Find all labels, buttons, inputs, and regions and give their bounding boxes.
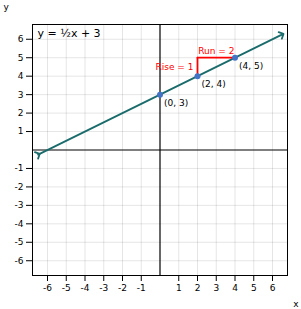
svg-text:3: 3: [213, 283, 219, 293]
svg-text:-2: -2: [118, 283, 127, 293]
svg-text:-1: -1: [137, 283, 146, 293]
svg-text:1: 1: [176, 283, 182, 293]
svg-text:-3: -3: [15, 200, 24, 210]
svg-text:-4: -4: [15, 219, 24, 229]
svg-text:-3: -3: [99, 283, 108, 293]
svg-text:-4: -4: [81, 283, 90, 293]
svg-text:1: 1: [18, 126, 24, 136]
svg-text:2: 2: [18, 108, 24, 118]
svg-text:(0, 3): (0, 3): [164, 98, 188, 108]
svg-text:4: 4: [232, 283, 238, 293]
svg-text:5: 5: [251, 283, 257, 293]
svg-text:-6: -6: [43, 283, 52, 293]
svg-text:-1: -1: [15, 163, 24, 173]
svg-text:y = ½x + 3: y = ½x + 3: [38, 27, 101, 40]
svg-text:-2: -2: [15, 182, 24, 192]
svg-text:-5: -5: [15, 237, 24, 247]
svg-text:6: 6: [270, 283, 276, 293]
svg-text:-6: -6: [15, 256, 24, 266]
svg-text:Run = 2: Run = 2: [198, 46, 234, 56]
svg-text:x: x: [293, 299, 299, 309]
svg-text:(4, 5): (4, 5): [239, 61, 263, 71]
svg-text:2: 2: [195, 283, 201, 293]
svg-text:4: 4: [18, 71, 24, 81]
svg-text:5: 5: [18, 53, 24, 63]
svg-text:6: 6: [18, 34, 24, 44]
svg-text:(2, 4): (2, 4): [202, 79, 226, 89]
svg-text:-5: -5: [62, 283, 71, 293]
svg-text:Rise = 1: Rise = 1: [156, 62, 194, 72]
svg-text:3: 3: [18, 90, 24, 100]
svg-text:y: y: [4, 2, 10, 12]
